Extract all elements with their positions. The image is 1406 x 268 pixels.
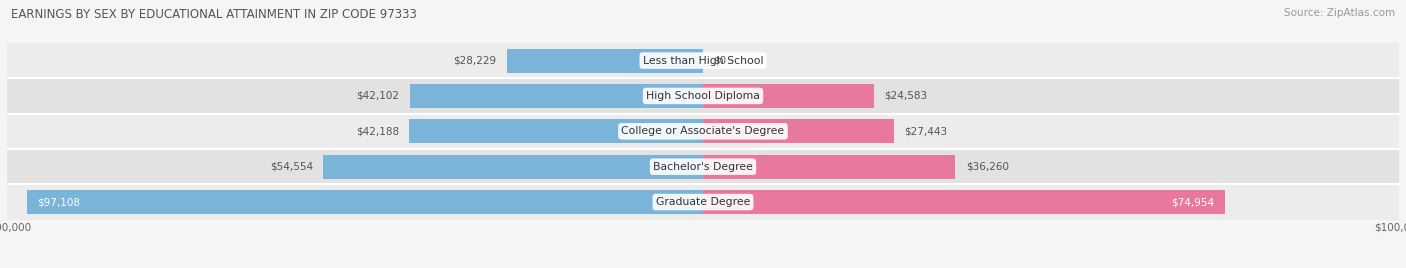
- Bar: [27, 190, 703, 214]
- Text: Source: ZipAtlas.com: Source: ZipAtlas.com: [1284, 8, 1395, 18]
- Text: $24,583: $24,583: [884, 91, 928, 101]
- Bar: [323, 155, 703, 179]
- Text: $42,188: $42,188: [356, 126, 399, 136]
- Bar: [409, 119, 703, 143]
- Bar: [7, 149, 1399, 184]
- Text: $27,443: $27,443: [904, 126, 948, 136]
- Text: Bachelor's Degree: Bachelor's Degree: [652, 162, 754, 172]
- Text: College or Associate's Degree: College or Associate's Degree: [621, 126, 785, 136]
- Bar: [7, 184, 1399, 220]
- Bar: [411, 84, 703, 108]
- Text: $36,260: $36,260: [966, 162, 1008, 172]
- Bar: [703, 190, 1225, 214]
- Bar: [703, 155, 955, 179]
- Bar: [7, 43, 1399, 78]
- Text: EARNINGS BY SEX BY EDUCATIONAL ATTAINMENT IN ZIP CODE 97333: EARNINGS BY SEX BY EDUCATIONAL ATTAINMEN…: [11, 8, 418, 21]
- Text: $74,954: $74,954: [1171, 197, 1215, 207]
- Bar: [703, 84, 875, 108]
- Text: Graduate Degree: Graduate Degree: [655, 197, 751, 207]
- Text: High School Diploma: High School Diploma: [647, 91, 759, 101]
- Bar: [7, 78, 1399, 114]
- Text: $0: $0: [713, 55, 727, 66]
- Bar: [703, 119, 894, 143]
- Bar: [506, 49, 703, 73]
- Text: $42,102: $42,102: [357, 91, 399, 101]
- Text: $54,554: $54,554: [270, 162, 314, 172]
- Text: Less than High School: Less than High School: [643, 55, 763, 66]
- Text: $97,108: $97,108: [38, 197, 80, 207]
- Bar: [7, 114, 1399, 149]
- Text: $28,229: $28,229: [453, 55, 496, 66]
